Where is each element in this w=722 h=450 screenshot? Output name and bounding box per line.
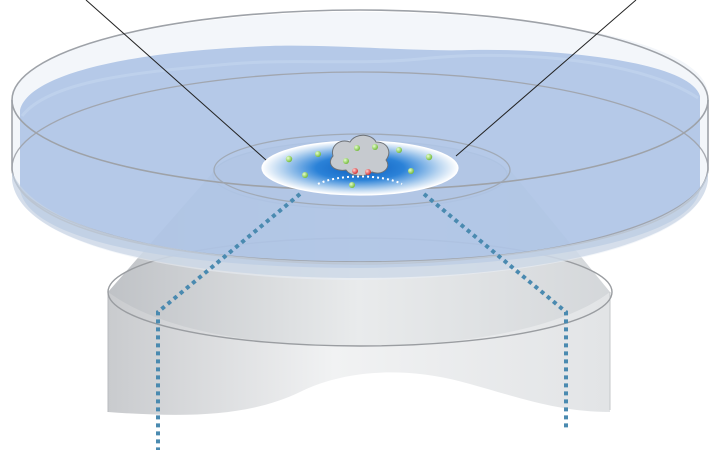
green-particle — [372, 144, 378, 150]
green-particle — [426, 154, 432, 160]
green-particle — [408, 168, 414, 174]
green-particle — [286, 156, 292, 162]
red-particle — [352, 168, 358, 174]
green-particle — [302, 172, 308, 178]
green-particle — [396, 147, 402, 153]
green-particle — [343, 158, 349, 164]
green-particle — [349, 182, 355, 188]
red-particle — [365, 169, 371, 175]
green-particle — [354, 145, 360, 151]
green-particle — [315, 151, 321, 157]
